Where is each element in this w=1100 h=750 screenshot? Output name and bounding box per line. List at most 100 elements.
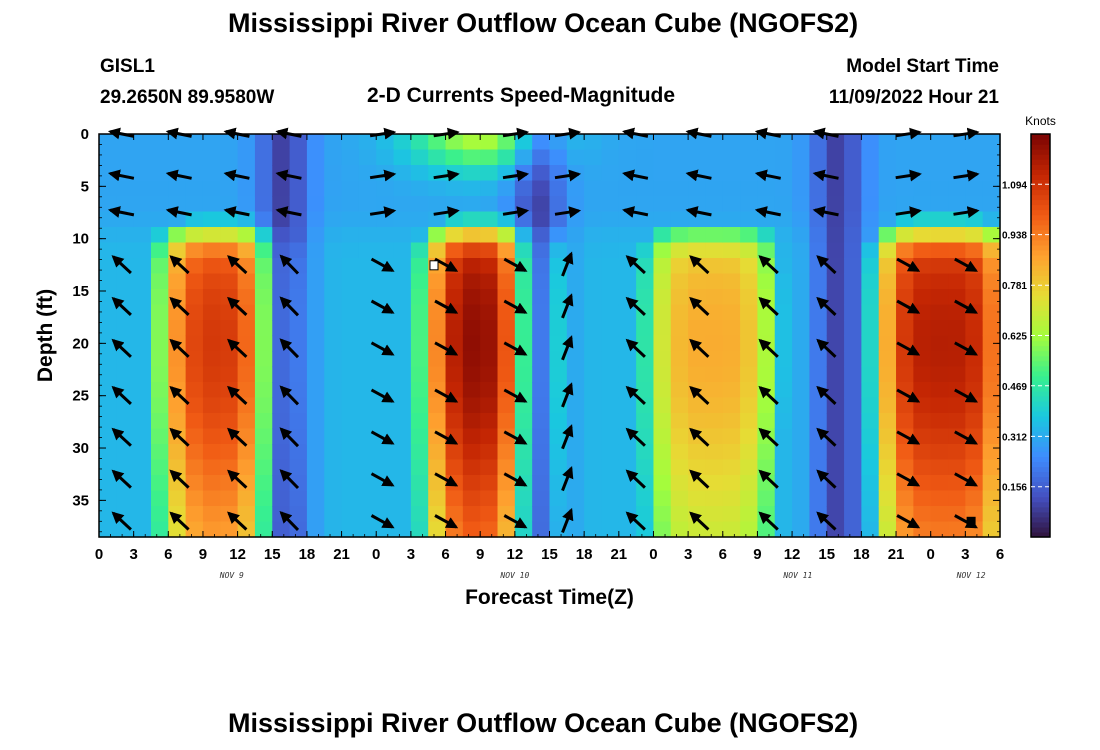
heat-cell [774,428,793,445]
heat-cell [740,475,759,492]
heat-cell [237,351,256,368]
heat-cell [774,258,793,275]
heat-cell [896,196,914,213]
heat-cell [324,413,343,430]
model-start-value: 11/09/2022 Hour 21 [828,87,999,108]
heat-cell [636,273,655,290]
current-arrow [954,472,979,487]
heat-cell [549,134,568,151]
current-arrow [433,169,460,182]
heat-cell [740,428,759,445]
current-arrow [111,511,132,531]
colorbar-segment [1031,164,1050,170]
heat-cell [930,459,949,476]
heat-cell [878,459,897,476]
heat-cell [410,366,429,383]
chart-title-bottom: Mississippi River Outflow Ocean Cube (NG… [228,708,859,738]
heat-cell [410,242,429,259]
heat-cell [982,335,1001,352]
heat-cell [324,335,343,352]
heat-cell [636,134,655,151]
heat-cell [150,196,169,213]
heat-cell [462,304,481,321]
current-arrow [279,296,300,317]
heat-cell [462,428,481,445]
heat-cell [150,490,169,507]
heat-cell [636,490,655,507]
heat-cell [150,227,169,244]
heat-cell [202,475,221,492]
heat-cell [688,335,707,352]
current-arrow [370,430,395,445]
colorbar-segment [1031,270,1050,276]
heat-cell [185,335,204,352]
heat-cell [722,506,741,523]
current-arrow [169,296,190,316]
heat-cell [324,180,343,197]
heat-cell [982,134,1001,151]
heat-cell [202,444,221,461]
heat-cell [497,351,516,368]
heat-cell [462,211,481,228]
heat-cell [722,475,741,492]
heat-cell [982,320,1001,337]
heat-cell [532,428,551,445]
heat-cell [445,459,464,476]
heat-cell [982,242,1001,259]
heat-cell [965,444,984,461]
heat-cell [254,397,273,414]
heat-cell [688,397,707,414]
heat-cell [220,304,239,321]
x-tick-label: 9 [199,546,207,563]
heat-cell [237,335,256,352]
heat-cell [237,413,256,430]
heat-cell [549,490,568,507]
heat-cell [410,428,429,445]
x-tick-label: 6 [164,546,172,563]
colorbar-segment [1031,134,1050,140]
heat-cell [445,227,464,244]
current-arrow [561,382,574,408]
x-tick-label: 6 [996,546,1004,563]
heat-cell [289,273,308,290]
heat-cell [358,242,377,259]
heat-cell [480,211,499,228]
heat-cell [774,490,793,507]
heat-cell [774,397,793,414]
y-tick-label: 25 [72,388,89,405]
current-arrow [685,206,712,218]
heat-cell [757,242,776,259]
heat-cell [896,351,914,368]
heat-cell [480,490,499,507]
heat-cell [688,366,707,383]
heat-cell [428,459,447,476]
heat-cell [324,366,343,383]
heat-cell [237,289,256,306]
heat-cell [861,475,880,492]
heat-cell [844,304,862,321]
heat-cell [324,211,343,228]
heat-cell [99,413,117,430]
heat-cell [809,258,828,275]
heat-cell [636,211,655,228]
heat-cell [202,366,221,383]
heat-cell [150,273,169,290]
current-arrow [758,427,779,447]
heat-cell [480,258,499,275]
heat-cell [930,382,949,399]
heat-cell [410,413,429,430]
heat-cell [393,242,412,259]
heat-cell [844,242,862,259]
heat-cell [202,227,221,244]
heat-cell [844,459,862,476]
heat-cell [965,289,984,306]
date-label: NOV 12 [956,571,986,580]
heat-cell [618,134,637,151]
heat-cell [653,490,672,507]
heat-cell [254,258,273,275]
current-arrow [279,385,300,406]
heat-cell [792,459,811,476]
heat-cell [306,428,325,445]
current-arrow [275,206,302,218]
heat-cell [913,506,932,523]
